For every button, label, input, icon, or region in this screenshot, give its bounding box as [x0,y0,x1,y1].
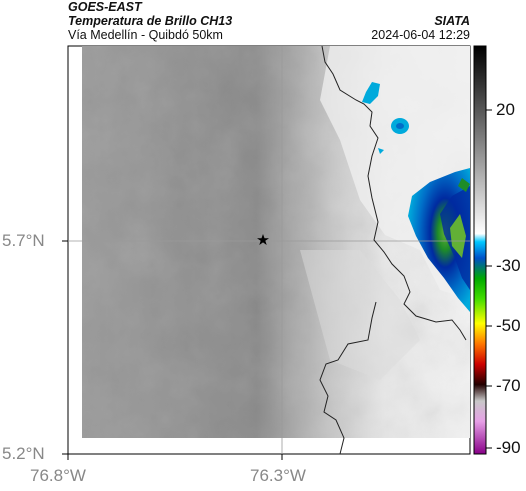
product-name: Temperatura de Brillo CH13 [68,14,233,28]
colorbar-tick-label: -90 [496,438,521,457]
colorbar [473,45,492,455]
lat-label: 5.2°N [2,444,45,463]
colorbar-tick-label: -30 [496,256,521,275]
datetime: 2024-06-04 12:29 [371,28,470,42]
header-left: GOES-EAST Temperatura de Brillo CH13 Vía… [68,0,232,42]
satellite-name: GOES-EAST [68,0,142,14]
lat-label: 5.7°N [2,231,45,250]
org-name: SIATA [434,14,470,28]
colorbar-tick-label: -50 [496,316,521,335]
lon-label: 76.8°W [30,466,86,485]
map-panel [67,45,471,455]
header-right: SIATA 2024-06-04 12:29 [371,0,470,42]
border-line-south [319,301,377,455]
lon-label: 76.3°W [250,466,306,485]
colorbar-tick-label: -70 [496,376,521,395]
colorbar-tick-label: 20 [496,100,515,119]
border-line [321,45,467,341]
storm-cell [408,168,470,312]
small-cold-clouds [362,82,409,154]
route-name: Vía Medellín - Quibdó 50km [68,28,223,42]
location-star-icon [257,234,269,245]
